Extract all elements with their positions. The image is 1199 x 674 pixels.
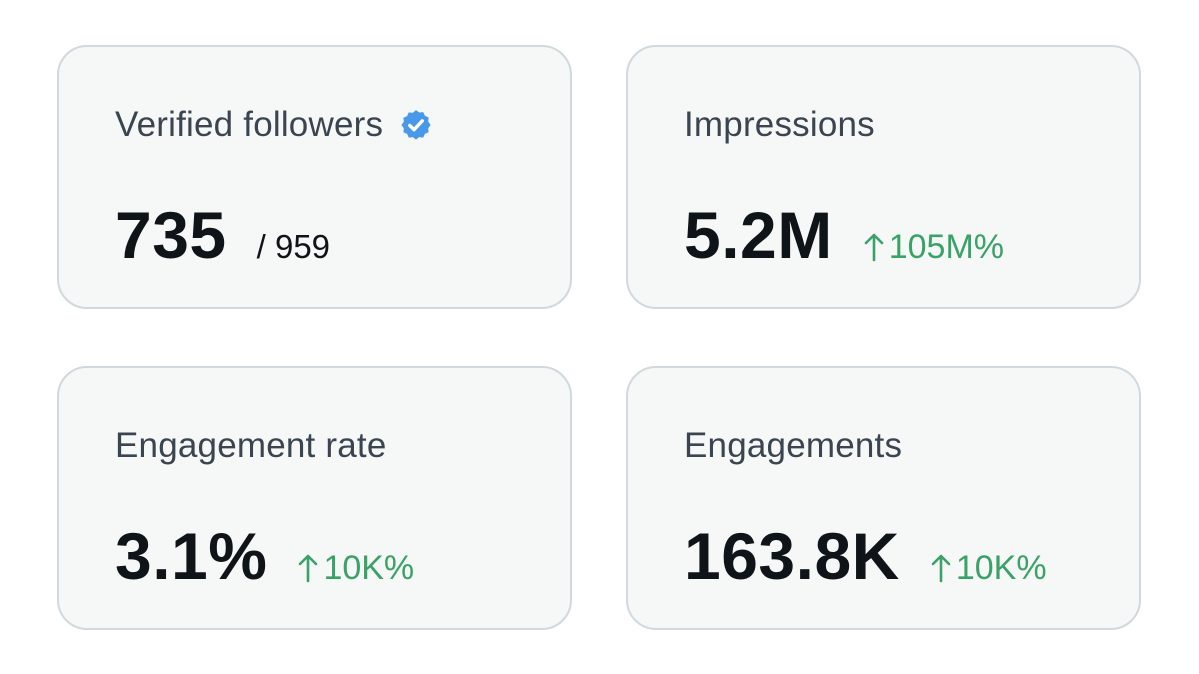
value-row: 735 / 959 bbox=[115, 197, 330, 273]
card-title: Engagement rate bbox=[115, 426, 387, 466]
metric-delta-text: 10K% bbox=[955, 549, 1047, 587]
engagements-card: Engagements 163.8K 10K% bbox=[626, 366, 1141, 630]
engagement-rate-card: Engagement rate 3.1% 10K% bbox=[57, 366, 572, 630]
metrics-grid: Verified followers 735 / 959 Impressions… bbox=[57, 45, 1141, 630]
arrow-up-icon bbox=[864, 233, 884, 262]
arrow-up-icon bbox=[931, 554, 951, 583]
metric-delta: 10K% bbox=[297, 549, 414, 588]
card-title-text: Engagements bbox=[684, 426, 903, 465]
card-title-text: Engagement rate bbox=[115, 426, 387, 465]
metric-value: 163.8K bbox=[684, 519, 900, 593]
value-row: 163.8K 10K% bbox=[684, 518, 1047, 594]
metric-delta: 10K% bbox=[930, 549, 1047, 588]
metric-total: / 959 bbox=[256, 228, 331, 265]
verified-badge-icon bbox=[401, 110, 431, 140]
impressions-card: Impressions 5.2M 105M% bbox=[626, 45, 1141, 309]
value-row: 5.2M 105M% bbox=[684, 197, 1004, 273]
metric-value: 5.2M bbox=[684, 198, 833, 272]
arrow-up-icon bbox=[299, 554, 318, 583]
card-title: Impressions bbox=[684, 105, 875, 145]
metric-delta-text: 105M% bbox=[888, 228, 1005, 266]
card-title: Verified followers bbox=[115, 105, 433, 145]
verified-followers-card: Verified followers 735 / 959 bbox=[57, 45, 572, 309]
card-title-text: Verified followers bbox=[115, 105, 384, 144]
metric-delta: 105M% bbox=[863, 228, 1004, 267]
metric-delta-text: 10K% bbox=[323, 549, 415, 587]
card-title-text: Impressions bbox=[684, 105, 875, 144]
metric-value: 735 bbox=[115, 198, 227, 272]
metric-value: 3.1% bbox=[115, 519, 268, 593]
card-title: Engagements bbox=[684, 426, 902, 466]
value-row: 3.1% 10K% bbox=[115, 518, 414, 594]
